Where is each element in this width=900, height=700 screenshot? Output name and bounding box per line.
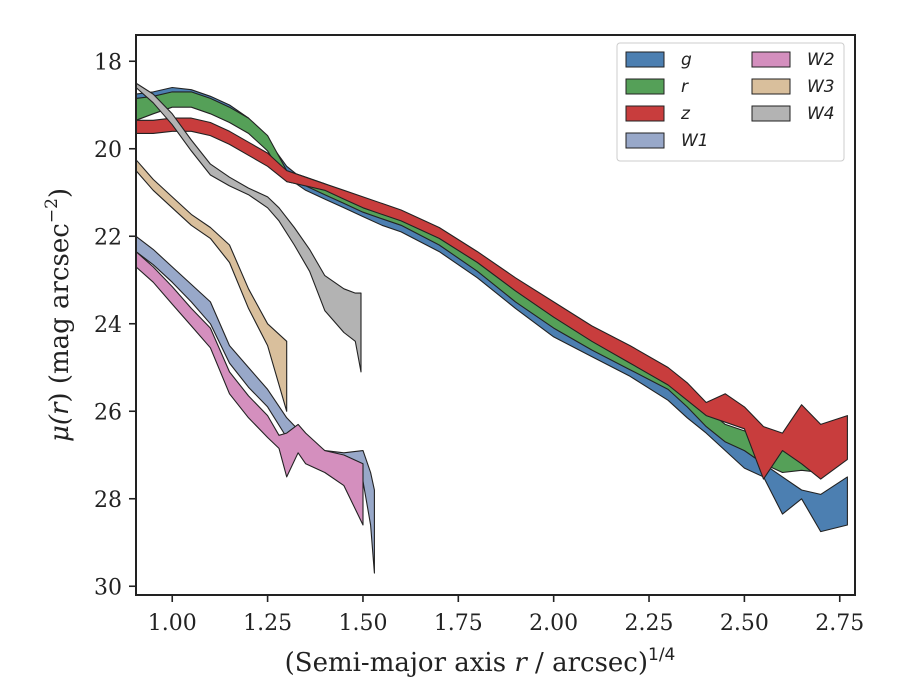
x-tick-label: 2.75 [815, 611, 864, 636]
x-tick-label: 2.25 [625, 611, 674, 636]
legend-label-g: g [681, 50, 692, 70]
legend-label-w1: W1 [681, 131, 709, 151]
series-band-w3 [135, 159, 288, 412]
y-tick-label: 18 [94, 50, 122, 75]
series-band-w1 [135, 235, 375, 574]
legend-label-r: r [681, 77, 689, 97]
y-tick-label: 22 [94, 225, 122, 250]
legend-swatch-z [625, 105, 665, 122]
legend: grz W1 W2 W3 W4 [616, 42, 845, 162]
series-band-w2 [135, 251, 364, 526]
legend-swatch-w1 [625, 132, 665, 149]
x-tick-label: 1.50 [338, 611, 387, 636]
y-tick-label: 28 [94, 488, 122, 513]
series-band-w4 [135, 82, 362, 373]
ticks-layer: 1.00 1.25 1.50 1.75 2.00 2.25 2.50 2.75 18 20 22 24… [94, 50, 864, 636]
y-tick-label: 30 [94, 575, 122, 600]
x-tick-label: 1.25 [243, 611, 292, 636]
x-tick-label: 1.00 [148, 611, 197, 636]
y-tick-label: 26 [94, 400, 122, 425]
legend-swatch-w3 [751, 78, 791, 95]
x-tick-label: 2.50 [720, 611, 769, 636]
x-tick-label: 2.00 [529, 611, 578, 636]
legend-label-w3: W3 [807, 77, 835, 97]
y-axis-label: μ(r) (mag arcsec−2) [42, 188, 75, 442]
y-tick-label: 20 [94, 138, 122, 163]
legend-box [616, 42, 845, 162]
x-tick-label: 1.75 [434, 611, 483, 636]
legend-label-w2: W2 [807, 50, 835, 70]
x-axis-label: (Semi-major axis r / arcsec)1/4 [285, 645, 676, 678]
y-tick-label: 24 [94, 313, 122, 338]
legend-swatch-w2 [751, 51, 791, 68]
legend-swatch-w4 [751, 105, 791, 122]
series-band-z [135, 117, 848, 480]
legend-swatch-r [625, 78, 665, 95]
legend-swatch-g [625, 51, 665, 68]
plot-frame [135, 34, 856, 596]
legend-label-w4: W4 [807, 104, 835, 124]
series-layer [135, 82, 848, 574]
legend-label-z: z [680, 104, 691, 124]
